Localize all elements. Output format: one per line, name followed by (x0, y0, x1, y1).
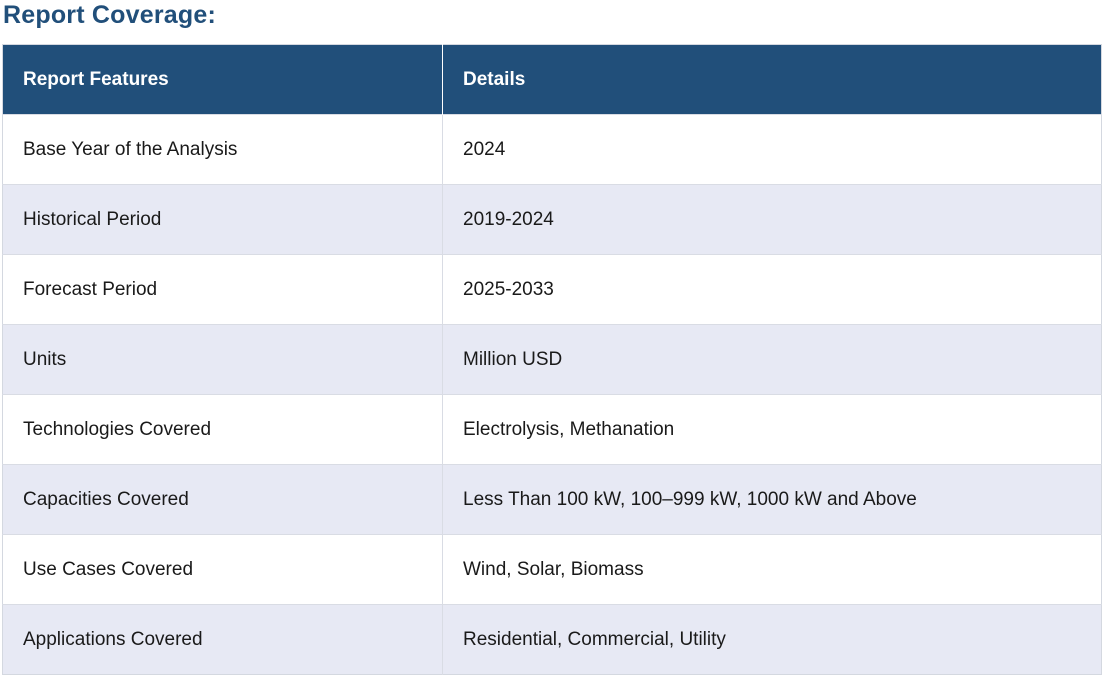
table-row: Units Million USD (2, 324, 1102, 395)
table-row: Use Cases Covered Wind, Solar, Biomass (2, 534, 1102, 605)
table-header-row: Report Features Details (2, 44, 1102, 115)
feature-cell: Technologies Covered (2, 394, 443, 465)
table-row: Base Year of the Analysis 2024 (2, 114, 1102, 185)
details-cell: Million USD (442, 324, 1102, 395)
details-cell: 2019-2024 (442, 184, 1102, 255)
table-row: Forecast Period 2025-2033 (2, 254, 1102, 325)
column-header-report-features: Report Features (2, 44, 443, 115)
details-cell: Wind, Solar, Biomass (442, 534, 1102, 605)
feature-cell: Capacities Covered (2, 464, 443, 535)
details-cell: Less Than 100 kW, 100–999 kW, 1000 kW an… (442, 464, 1102, 535)
feature-cell: Base Year of the Analysis (2, 114, 443, 185)
feature-cell: Use Cases Covered (2, 534, 443, 605)
table-row: Applications Covered Residential, Commer… (2, 604, 1102, 675)
feature-cell: Applications Covered (2, 604, 443, 675)
table-row: Capacities Covered Less Than 100 kW, 100… (2, 464, 1102, 535)
feature-cell: Historical Period (2, 184, 443, 255)
feature-cell: Forecast Period (2, 254, 443, 325)
details-cell: Electrolysis, Methanation (442, 394, 1102, 465)
feature-cell: Units (2, 324, 443, 395)
details-cell: Residential, Commercial, Utility (442, 604, 1102, 675)
page-title: Report Coverage: (3, 1, 216, 29)
report-coverage-table: Report Features Details Base Year of the… (2, 44, 1102, 675)
table-row: Technologies Covered Electrolysis, Metha… (2, 394, 1102, 465)
details-cell: 2025-2033 (442, 254, 1102, 325)
column-header-details: Details (442, 44, 1102, 115)
table-row: Historical Period 2019-2024 (2, 184, 1102, 255)
details-cell: 2024 (442, 114, 1102, 185)
